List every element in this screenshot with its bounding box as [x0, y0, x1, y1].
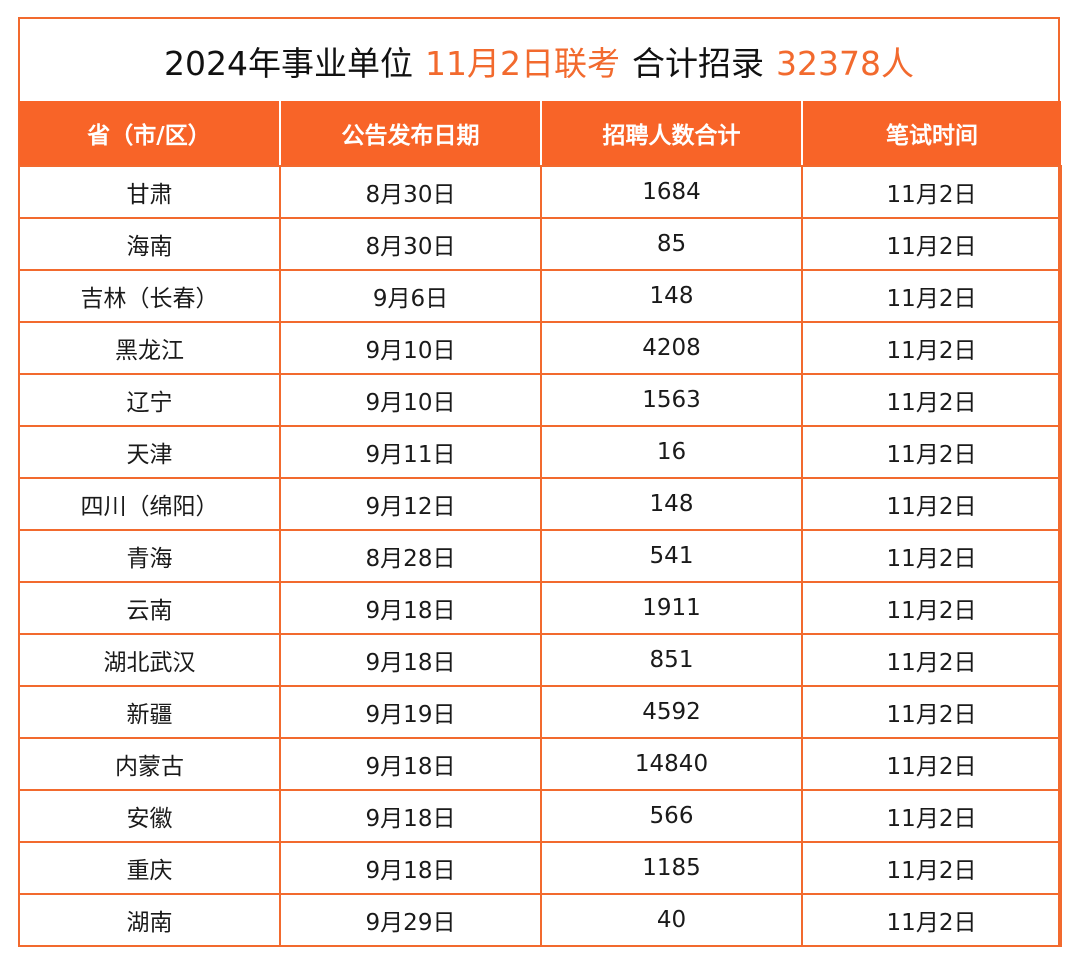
table-row: 黑龙江 9月10日 4208 11月2日 [18, 322, 1062, 375]
cell-recruit-count: 148 [540, 270, 803, 323]
cell-region: 甘肃 [18, 166, 281, 219]
cell-announce-date: 9月18日 [279, 842, 542, 895]
table-row: 四川（绵阳） 9月12日 148 11月2日 [18, 478, 1062, 531]
cell-exam-date: 11月2日 [801, 738, 1062, 791]
cell-recruit-count: 40 [540, 894, 803, 947]
cell-announce-date: 9月18日 [279, 738, 542, 791]
cell-region: 青海 [18, 530, 281, 583]
cell-announce-date: 9月12日 [279, 478, 542, 531]
cell-announce-date: 9月18日 [279, 790, 542, 843]
cell-recruit-count: 4592 [540, 686, 803, 739]
cell-region: 安徽 [18, 790, 281, 843]
cell-exam-date: 11月2日 [801, 166, 1062, 219]
cell-exam-date: 11月2日 [801, 530, 1062, 583]
cell-exam-date: 11月2日 [801, 322, 1062, 375]
cell-announce-date: 8月30日 [279, 166, 542, 219]
cell-exam-date: 11月2日 [801, 790, 1062, 843]
cell-announce-date: 9月11日 [279, 426, 542, 479]
cell-region: 辽宁 [18, 374, 281, 427]
cell-exam-date: 11月2日 [801, 634, 1062, 687]
cell-exam-date: 11月2日 [801, 218, 1062, 271]
table-body: 甘肃 8月30日 1684 11月2日 海南 8月30日 85 11月2日 吉林（长春） 9月6日… [18, 166, 1062, 947]
cell-announce-date: 9月10日 [279, 374, 542, 427]
cell-recruit-count: 148 [540, 478, 803, 531]
title-text-part1: 2024年事业单位 [164, 44, 413, 83]
cell-announce-date: 9月18日 [279, 582, 542, 635]
cell-recruit-count: 14840 [540, 738, 803, 791]
cell-recruit-count: 1563 [540, 374, 803, 427]
title-exam-date: 11月2日联考 [425, 44, 620, 83]
cell-announce-date: 9月19日 [279, 686, 542, 739]
cell-region: 天津 [18, 426, 281, 479]
cell-recruit-count: 85 [540, 218, 803, 271]
table-row: 重庆 9月18日 1185 11月2日 [18, 842, 1062, 895]
table-row: 海南 8月30日 85 11月2日 [18, 218, 1062, 271]
table-row: 青海 8月28日 541 11月2日 [18, 530, 1062, 583]
cell-region: 吉林（长春） [18, 270, 281, 323]
cell-exam-date: 11月2日 [801, 894, 1062, 947]
cell-recruit-count: 1684 [540, 166, 803, 219]
table-row: 湖南 9月29日 40 11月2日 [18, 894, 1062, 947]
cell-region: 云南 [18, 582, 281, 635]
table-row: 吉林（长春） 9月6日 148 11月2日 [18, 270, 1062, 323]
cell-announce-date: 9月10日 [279, 322, 542, 375]
header-region: 省（市/区） [19, 101, 281, 167]
cell-region: 湖南 [18, 894, 281, 947]
table-row: 云南 9月18日 1911 11月2日 [18, 582, 1062, 635]
cell-recruit-count: 851 [540, 634, 803, 687]
cell-announce-date: 9月18日 [279, 634, 542, 687]
cell-region: 新疆 [18, 686, 281, 739]
cell-recruit-count: 541 [540, 530, 803, 583]
table-header-row: 省（市/区） 公告发布日期 招聘人数合计 笔试时间 [19, 101, 1061, 167]
cell-recruit-count: 4208 [540, 322, 803, 375]
cell-exam-date: 11月2日 [801, 582, 1062, 635]
cell-announce-date: 8月30日 [279, 218, 542, 271]
title-total-count: 32378人 [776, 44, 914, 83]
table-row: 内蒙古 9月18日 14840 11月2日 [18, 738, 1062, 791]
cell-exam-date: 11月2日 [801, 686, 1062, 739]
cell-region: 重庆 [18, 842, 281, 895]
cell-region: 黑龙江 [18, 322, 281, 375]
cell-announce-date: 9月29日 [279, 894, 542, 947]
page-title: 2024年事业单位 11月2日联考 合计招录 32378人 [20, 19, 1058, 103]
cell-region: 海南 [18, 218, 281, 271]
cell-announce-date: 8月28日 [279, 530, 542, 583]
cell-region: 湖北武汉 [18, 634, 281, 687]
cell-recruit-count: 1185 [540, 842, 803, 895]
table-row: 新疆 9月19日 4592 11月2日 [18, 686, 1062, 739]
cell-recruit-count: 1911 [540, 582, 803, 635]
cell-exam-date: 11月2日 [801, 426, 1062, 479]
table-row: 天津 9月11日 16 11月2日 [18, 426, 1062, 479]
title-text-part2: 合计招录 [632, 44, 764, 83]
header-recruit-count: 招聘人数合计 [541, 101, 803, 167]
cell-recruit-count: 16 [540, 426, 803, 479]
table-row: 安徽 9月18日 566 11月2日 [18, 790, 1062, 843]
recruitment-table-card: 2024年事业单位 11月2日联考 合计招录 32378人 省（市/区） 公告发… [18, 17, 1062, 947]
header-exam-date: 笔试时间 [802, 101, 1061, 167]
cell-exam-date: 11月2日 [801, 842, 1062, 895]
cell-recruit-count: 566 [540, 790, 803, 843]
cell-exam-date: 11月2日 [801, 374, 1062, 427]
recruitment-table: 省（市/区） 公告发布日期 招聘人数合计 笔试时间 甘肃 8月30日 1684 11月… [18, 101, 1062, 947]
cell-region: 四川（绵阳） [18, 478, 281, 531]
cell-announce-date: 9月6日 [279, 270, 542, 323]
header-announce-date: 公告发布日期 [280, 101, 542, 167]
cell-region: 内蒙古 [18, 738, 281, 791]
cell-exam-date: 11月2日 [801, 478, 1062, 531]
table-row: 甘肃 8月30日 1684 11月2日 [18, 166, 1062, 219]
cell-exam-date: 11月2日 [801, 270, 1062, 323]
table-row: 辽宁 9月10日 1563 11月2日 [18, 374, 1062, 427]
table-row: 湖北武汉 9月18日 851 11月2日 [18, 634, 1062, 687]
